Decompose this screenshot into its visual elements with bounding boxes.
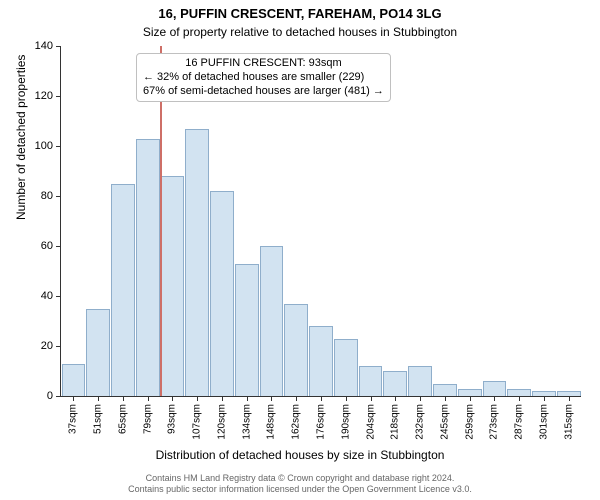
xtick-label: 218sqm [390,404,401,440]
xtick-label: 93sqm [167,404,178,434]
bar [383,371,407,396]
ytick-label: 100 [35,140,53,152]
ytick-label: 80 [41,190,53,202]
xtick-mark [346,396,347,401]
xtick-mark [73,396,74,401]
xtick-label: 134sqm [241,404,252,440]
xtick-label: 162sqm [291,404,302,440]
bar [210,191,234,396]
note-line-1: Contains HM Land Registry data © Crown c… [0,473,600,485]
ytick-mark [56,96,61,97]
xtick-mark [544,396,545,401]
ytick-mark [56,296,61,297]
xtick-label: 120sqm [216,404,227,440]
xtick-mark [271,396,272,401]
chart-title: 16, PUFFIN CRESCENT, FAREHAM, PO14 3LG [0,0,600,23]
bar [433,384,457,397]
ytick-mark [56,196,61,197]
xtick-mark [494,396,495,401]
ytick-label: 40 [41,290,53,302]
axes: 16 PUFFIN CRESCENT: 93sqm ← 32% of detac… [60,46,581,397]
note-line-2: Contains public sector information licen… [0,484,600,496]
ytick-label: 140 [35,40,53,52]
chart-subtitle: Size of property relative to detached ho… [0,23,600,41]
xtick-mark [148,396,149,401]
bar [359,366,383,396]
xtick-mark [296,396,297,401]
xtick-label: 148sqm [266,404,277,440]
xtick-mark [470,396,471,401]
ytick-mark [56,396,61,397]
ytick-label: 120 [35,90,53,102]
bar [284,304,308,397]
bar [309,326,333,396]
xtick-label: 204sqm [365,404,376,440]
xtick-label: 176sqm [316,404,327,440]
xtick-label: 273sqm [489,404,500,440]
ytick-mark [56,346,61,347]
xtick-label: 79sqm [142,404,153,434]
xtick-mark [371,396,372,401]
bar [62,364,86,397]
attribution-note: Contains HM Land Registry data © Crown c… [0,473,600,496]
ytick-mark [56,46,61,47]
x-axis-label: Distribution of detached houses by size … [0,448,600,462]
y-axis-label: Number of detached properties [14,55,28,220]
chart-container: 16, PUFFIN CRESCENT, FAREHAM, PO14 3LG S… [0,0,600,500]
bar [235,264,259,397]
annotation-line-3: 67% of semi-detached houses are larger (… [143,85,384,99]
bar [507,389,531,397]
bar [185,129,209,397]
bar [483,381,507,396]
xtick-label: 65sqm [117,404,128,434]
annotation-line-1: 16 PUFFIN CRESCENT: 93sqm [143,57,384,71]
xtick-label: 301sqm [538,404,549,440]
xtick-mark [420,396,421,401]
xtick-mark [321,396,322,401]
bar [161,176,185,396]
xtick-label: 315sqm [563,404,574,440]
bar [111,184,135,397]
xtick-mark [395,396,396,401]
xtick-label: 51sqm [93,404,104,434]
ytick-label: 60 [41,240,53,252]
xtick-mark [197,396,198,401]
plot-area: 16 PUFFIN CRESCENT: 93sqm ← 32% of detac… [60,46,580,396]
xtick-mark [172,396,173,401]
xtick-label: 232sqm [415,404,426,440]
bar [86,309,110,397]
xtick-mark [123,396,124,401]
xtick-label: 107sqm [192,404,203,440]
bar [136,139,160,397]
xtick-label: 37sqm [68,404,79,434]
ytick-mark [56,146,61,147]
xtick-mark [519,396,520,401]
annotation-line-2: ← 32% of detached houses are smaller (22… [143,71,384,85]
xtick-label: 259sqm [464,404,475,440]
xtick-mark [569,396,570,401]
annotation-box: 16 PUFFIN CRESCENT: 93sqm ← 32% of detac… [136,53,391,102]
xtick-label: 190sqm [340,404,351,440]
ytick-mark [56,246,61,247]
bar [458,389,482,397]
xtick-mark [247,396,248,401]
xtick-mark [222,396,223,401]
xtick-label: 245sqm [439,404,450,440]
xtick-mark [445,396,446,401]
xtick-mark [98,396,99,401]
ytick-label: 20 [41,340,53,352]
ytick-label: 0 [47,390,53,402]
xtick-label: 287sqm [514,404,525,440]
bar [260,246,284,396]
bar [408,366,432,396]
bar [334,339,358,397]
